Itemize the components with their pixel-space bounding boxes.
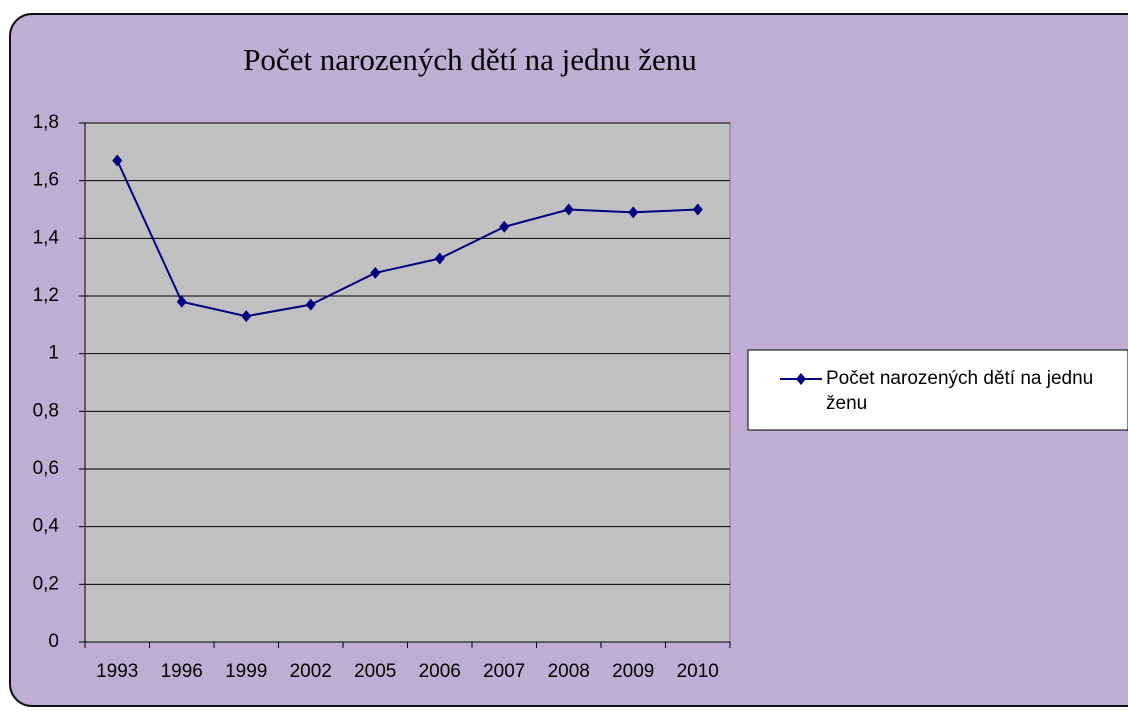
y-tick-label: 1,2 — [33, 285, 59, 306]
y-tick-label: 1,6 — [33, 170, 59, 191]
y-tick-label: 0,2 — [33, 573, 59, 594]
plot-area — [84, 122, 731, 643]
legend-box — [747, 349, 1128, 431]
data-point — [499, 220, 510, 233]
x-tick-label: 2009 — [612, 661, 654, 682]
y-tick-label: 0 — [48, 631, 59, 652]
x-tick-label: 2007 — [483, 661, 525, 682]
data-point — [305, 298, 316, 311]
x-tick-label: 1996 — [161, 661, 203, 682]
x-tick-label: 2005 — [354, 661, 396, 682]
series-line — [116, 160, 698, 318]
x-tick-label: 2006 — [419, 661, 461, 682]
x-tick-label: 2008 — [548, 661, 590, 682]
y-tick-label: 1,4 — [33, 227, 60, 248]
data-point — [112, 154, 123, 167]
legend-label: Počet narozených dětí na jednu ženu — [826, 368, 1094, 414]
x-tick-label: 1999 — [225, 661, 267, 682]
legend-marker — [796, 373, 806, 385]
data-point — [241, 310, 252, 323]
y-tick-label: 0,4 — [33, 516, 60, 537]
x-tick-label: 1993 — [96, 661, 138, 682]
y-tick-label: 0,6 — [33, 458, 59, 479]
data-point — [370, 266, 381, 279]
data-point — [692, 203, 703, 216]
chart-title: Počet narozených dětí na jednu ženu — [243, 42, 697, 77]
data-point — [628, 206, 639, 219]
y-tick-label: 0,8 — [33, 400, 59, 421]
data-point — [563, 203, 574, 216]
data-point — [176, 295, 187, 308]
y-tick-label: 1 — [48, 343, 59, 364]
data-point — [434, 252, 445, 265]
x-tick-label: 2002 — [290, 661, 332, 682]
x-tick-label: 2010 — [677, 661, 719, 682]
y-tick-label: 1,8 — [33, 112, 59, 133]
